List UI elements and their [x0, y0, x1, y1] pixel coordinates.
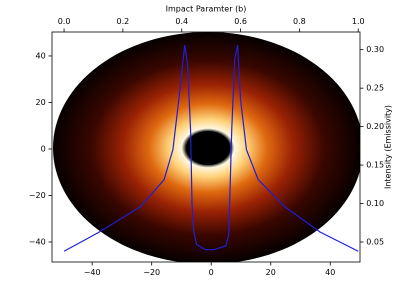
x2-tick-label: 0.4 [175, 17, 188, 26]
x2-axis-label: Impact Paramter (b) [166, 5, 247, 14]
y2-tick-label: 0.15 [366, 161, 384, 170]
x-tick-label: 20 [266, 268, 276, 277]
shadow [186, 131, 230, 165]
x2-tick-label: 0.2 [117, 17, 130, 26]
plot-frame [51, 31, 361, 263]
y-tick-label: −20 [29, 191, 46, 200]
x2-tick-label: 0.0 [58, 17, 71, 26]
y2-tick-label: 0.25 [366, 84, 384, 93]
y2-tick-label: 0.30 [366, 45, 384, 54]
x-tick-label: 0 [209, 268, 214, 277]
y-tick-label: −40 [29, 238, 46, 247]
x2-tick-label: 0.8 [293, 17, 306, 26]
x2-tick-label: 0.6 [234, 17, 247, 26]
x-tick-label: 40 [325, 268, 335, 277]
y-tick-label: 20 [36, 98, 46, 107]
x-tick-label: −20 [143, 268, 160, 277]
y-tick-label: 40 [36, 51, 46, 60]
intensity-line [63, 44, 359, 252]
y2-axis-label: Intensity (Emissivity) [384, 105, 393, 189]
y2-tick-label: 0.10 [366, 199, 384, 208]
x-tick-label: −40 [84, 268, 101, 277]
y2-tick-label: 0.20 [366, 122, 384, 131]
y-tick-label: 0 [41, 144, 46, 153]
y2-tick-label: 0.05 [366, 238, 384, 247]
x2-tick-label: 1.0 [352, 17, 365, 26]
